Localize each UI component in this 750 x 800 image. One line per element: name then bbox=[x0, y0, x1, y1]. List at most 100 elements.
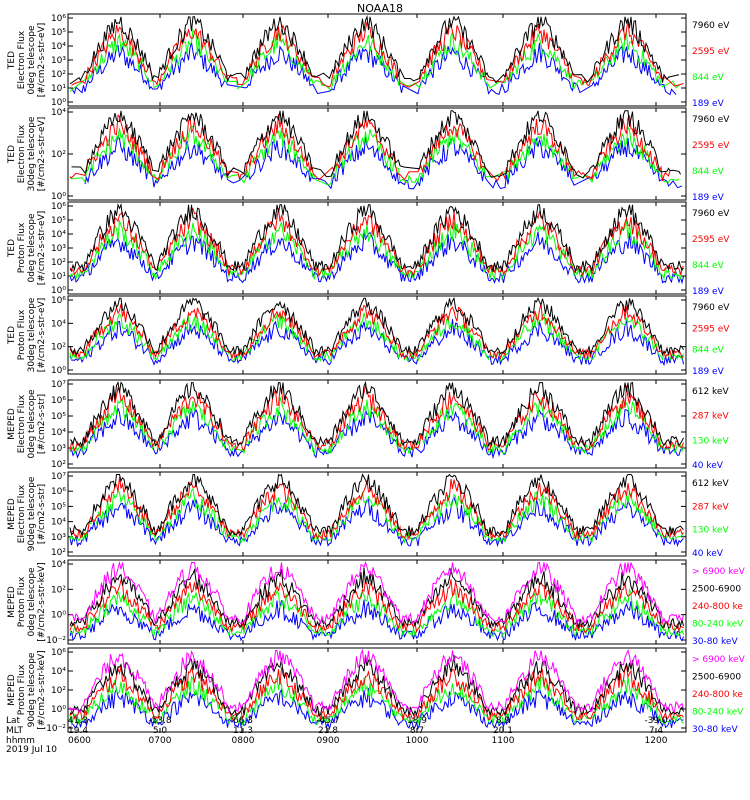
legend-entry: 287 keV bbox=[692, 502, 729, 512]
y-axis-label-line: Electron Flux bbox=[17, 124, 27, 183]
x-axis-value-mlt: 8.7 bbox=[410, 726, 424, 736]
y-axis-label-line: TED bbox=[7, 326, 17, 345]
y-tick-label: 10⁶ bbox=[51, 296, 66, 306]
y-tick-label: 10⁶ bbox=[51, 14, 66, 24]
legend-entry: 240-800 ke bbox=[692, 690, 743, 700]
y-axis-label-line: 0deg telescope bbox=[27, 567, 37, 637]
legend-entry: 2595 eV bbox=[692, 47, 730, 57]
x-axis-value-lat: 41.3 bbox=[68, 716, 88, 726]
legend-entry: 240-800 ke bbox=[692, 602, 743, 612]
x-axis-value-mlt: 20.1 bbox=[493, 726, 513, 736]
y-axis-label-line: 0deg telescope bbox=[27, 25, 37, 95]
legend-entry: 40 keV bbox=[692, 461, 724, 471]
panel-frame bbox=[67, 107, 687, 201]
traces bbox=[69, 110, 683, 190]
panel-3: 10⁰ 10¹ 10² 10³ 10⁴ 10⁵ 10⁶ TEDProton Flux0deg … bbox=[7, 201, 730, 297]
y-tick-label: 10⁵ bbox=[51, 216, 66, 226]
x-axis-value-mlt: 11.3 bbox=[233, 726, 253, 736]
y-axis-label-line: Proton Flux bbox=[17, 664, 27, 715]
y-axis-label-line: Proton Flux bbox=[17, 222, 27, 273]
legend-entry: > 6900 keV bbox=[692, 567, 746, 577]
y-axis-label: TEDElectron Flux0deg telescope[#/cm2-s-s… bbox=[7, 23, 47, 98]
y-axis-label-line: [#/cm2-s-str] bbox=[37, 394, 47, 454]
series-trace bbox=[69, 231, 684, 285]
panel-5: 10² 10³ 10⁴ 10⁵ 10⁶ 10⁷ MEPEDElectron Flux0deg… bbox=[7, 379, 729, 471]
y-axis-label-line: [#/cm2-s-str-eV] bbox=[37, 117, 47, 192]
y-axis-label: TEDProton Flux0deg telescope[#/cm2-s-str… bbox=[7, 211, 47, 286]
series-trace bbox=[69, 654, 684, 717]
y-axis-label-line: [#/cm2-s-str-keV] bbox=[37, 650, 47, 729]
y-tick-label: 10⁴ bbox=[51, 319, 66, 329]
y-axis-label-line: Electron Flux bbox=[17, 394, 27, 453]
y-axis-label-line: Proton Flux bbox=[17, 309, 27, 360]
legend-entry: 612 keV bbox=[692, 387, 729, 397]
y-axis-label-line: TED bbox=[7, 51, 17, 70]
traces bbox=[69, 648, 684, 731]
y-tick-label: 10⁵ bbox=[51, 28, 66, 38]
series-trace bbox=[84, 134, 683, 190]
y-axis-label-line: 0deg telescope bbox=[27, 389, 37, 459]
x-axis-row-label: MLT bbox=[6, 726, 24, 736]
legend-entry: 7960 eV bbox=[692, 303, 730, 313]
x-axis-value-hhmm: 0800 bbox=[232, 736, 255, 746]
traces bbox=[69, 473, 684, 548]
legend-entry: 2500-6900 bbox=[692, 673, 741, 683]
y-tick-label: 10⁵ bbox=[51, 502, 66, 512]
panel-7: 10⁻² 10⁰ 10² 10⁴ MEPEDProton Flux0deg telesc… bbox=[7, 559, 746, 647]
x-axis-value-hhmm: 0900 bbox=[317, 736, 340, 746]
y-tick-label: 10⁴ bbox=[51, 667, 66, 677]
series-trace bbox=[69, 477, 684, 541]
series-trace bbox=[71, 42, 677, 96]
legend-entry: 7960 eV bbox=[692, 209, 730, 219]
series-trace bbox=[69, 296, 684, 357]
y-axis-label-line: 0deg telescope bbox=[27, 213, 37, 283]
y-tick-label: 10⁰ bbox=[51, 366, 66, 376]
y-axis-label-line: Electron Flux bbox=[17, 30, 27, 89]
x-axis-row-label: Lat bbox=[6, 716, 21, 726]
legend-entry: 189 eV bbox=[692, 367, 725, 377]
y-axis-label-line: MEPED bbox=[7, 674, 17, 706]
y-axis-label-line: TED bbox=[7, 145, 17, 164]
y-axis-label-line: 90deg telescope bbox=[27, 476, 37, 551]
panel-4: 10⁰ 10² 10⁴ 10⁶ TEDProton Flux30deg telescop… bbox=[7, 295, 730, 377]
y-axis-label: TEDProton Flux30deg telescope[#/cm2-s-st… bbox=[7, 297, 47, 372]
x-axis-value-lat: -53.8 bbox=[148, 716, 172, 726]
panel-1: 10⁰ 10¹ 10² 10³ 10⁴ 10⁵ 10⁶ TEDElectron Flux0de… bbox=[7, 13, 730, 109]
y-tick-label: 10⁶ bbox=[51, 396, 66, 406]
y-tick-label: 10² bbox=[51, 548, 66, 558]
legend-entry: 80-240 keV bbox=[692, 620, 744, 630]
y-tick-label: 10² bbox=[51, 70, 66, 80]
y-tick-label: 10² bbox=[51, 460, 66, 470]
series-trace bbox=[69, 473, 684, 538]
y-tick-label: 10² bbox=[51, 585, 66, 595]
y-axis-label-line: MEPED bbox=[7, 498, 17, 530]
x-axis-row-label: 2019 Jul 10 bbox=[6, 745, 57, 755]
y-tick-label: 10² bbox=[51, 343, 66, 353]
x-axis-value-lat: 18.9 bbox=[407, 716, 427, 726]
x-axis-value-mlt: 21.8 bbox=[318, 726, 338, 736]
y-axis-label: MEPEDProton Flux0deg telescope[#/cm2-s-s… bbox=[7, 562, 47, 641]
legend-entry: 7960 eV bbox=[692, 115, 730, 125]
series-trace bbox=[69, 599, 684, 642]
x-axis-row-label: hhmm bbox=[6, 736, 35, 746]
legend-entry: 844 eV bbox=[692, 261, 725, 271]
y-axis-label-line: Proton Flux bbox=[17, 576, 27, 627]
series-trace bbox=[69, 686, 684, 731]
series-trace bbox=[69, 220, 684, 281]
y-tick-label: 10⁻² bbox=[46, 724, 66, 734]
legend-entry: > 6900 keV bbox=[692, 655, 746, 665]
series-trace bbox=[69, 380, 684, 449]
legend-entry: 130 keV bbox=[692, 526, 729, 536]
y-axis-label: MEPEDElectron Flux0deg telescope[#/cm2-s… bbox=[7, 389, 47, 459]
series-trace bbox=[69, 567, 684, 630]
y-axis-label-line: 30deg telescope bbox=[27, 116, 37, 191]
panel-frame bbox=[67, 379, 687, 469]
traces bbox=[69, 560, 684, 642]
legend-entry: 7960 eV bbox=[692, 21, 730, 31]
traces bbox=[69, 14, 684, 96]
y-tick-label: 10⁴ bbox=[51, 42, 66, 52]
y-tick-label: 10⁰ bbox=[51, 611, 66, 621]
y-tick-label: 10⁶ bbox=[51, 648, 66, 658]
